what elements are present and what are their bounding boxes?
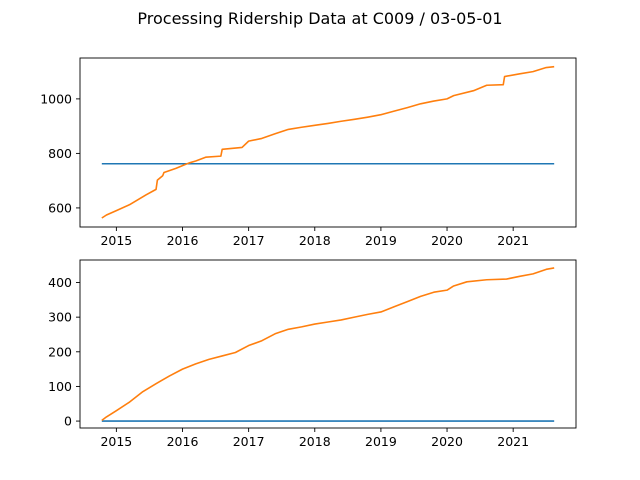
top-series-cumulative bbox=[101, 65, 555, 219]
bottom-y-tick-label: 400 bbox=[48, 275, 72, 290]
bottom-x-tick-label: 2017 bbox=[233, 434, 265, 449]
bottom-x-tick-label: 2019 bbox=[365, 434, 397, 449]
top-x-tick-label: 2018 bbox=[299, 233, 331, 248]
chart-title: Processing Ridership Data at C009 / 03-0… bbox=[137, 9, 502, 28]
bottom-y-tick-label: 300 bbox=[48, 310, 72, 325]
bottom-x-tick-label: 2018 bbox=[299, 434, 331, 449]
bottom-x-tick-label: 2021 bbox=[497, 434, 529, 449]
bottom-axes-frame bbox=[79, 259, 577, 429]
bottom-y-tick-label: 100 bbox=[48, 379, 72, 394]
bottom-x-tick-label: 2020 bbox=[431, 434, 463, 449]
bottom-panel: 2015 2016 2017 2018 2019 2020 2021 0 100 200 300 40… bbox=[48, 259, 577, 449]
bottom-x-tick-label: 2015 bbox=[100, 434, 132, 449]
top-x-tick-label: 2019 bbox=[365, 233, 397, 248]
top-panel: 2015 2016 2017 2018 2019 2020 2021 600 800 1000 bbox=[40, 57, 577, 248]
top-x-tick-label: 2021 bbox=[497, 233, 529, 248]
bottom-x-tick-label: 2016 bbox=[167, 434, 199, 449]
bottom-y-tick-label: 200 bbox=[48, 344, 72, 359]
top-y-tick-label: 800 bbox=[48, 146, 72, 161]
top-y-tick-label: 1000 bbox=[40, 91, 72, 106]
top-x-tick-label: 2016 bbox=[167, 233, 199, 248]
top-x-tick-label: 2017 bbox=[233, 233, 265, 248]
top-y-tick-label: 600 bbox=[48, 200, 72, 215]
top-x-tick-label: 2020 bbox=[431, 233, 463, 248]
top-x-tick-label: 2015 bbox=[100, 233, 132, 248]
bottom-y-tick-label: 0 bbox=[64, 414, 72, 429]
bottom-series-cumulative bbox=[101, 267, 555, 422]
top-axes-frame bbox=[79, 57, 577, 228]
